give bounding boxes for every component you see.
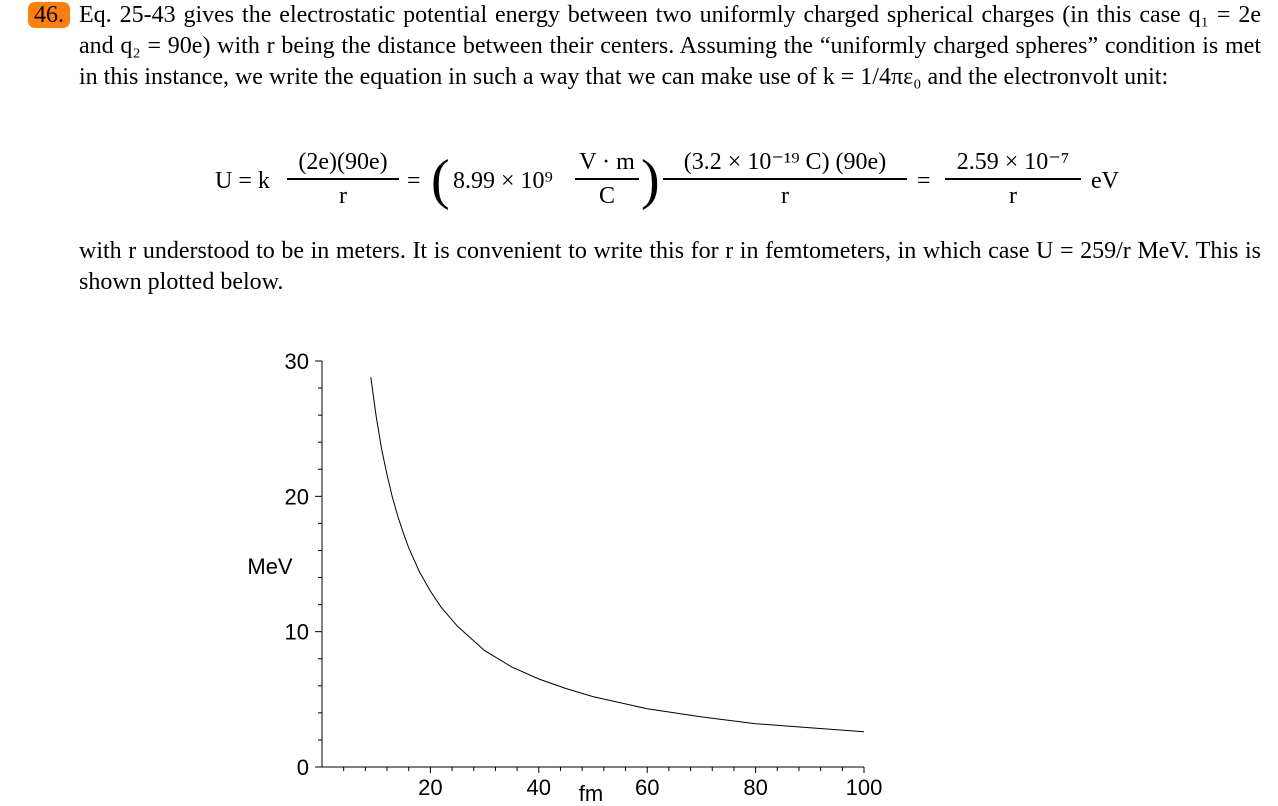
eq-fraction-4-den: r: [1009, 183, 1017, 209]
y-tick-label: 20: [285, 484, 309, 509]
problem-number-badge: 46.: [28, 2, 70, 28]
plot-labels: 0 10 20 30 20 40 60 80 100 fm MeV: [247, 349, 882, 806]
x-tick-label: 40: [527, 775, 551, 800]
x-tick-label: 60: [635, 775, 659, 800]
eq-fraction-4: 2.59 × 10⁻⁷ r: [945, 148, 1081, 210]
eq-equals-2: =: [917, 168, 931, 194]
eq-fraction-3: (3.2 × 10⁻¹⁹ C) (90e) r: [663, 148, 907, 210]
plot-axes: [321, 361, 864, 768]
x-tick-label: 100: [846, 775, 883, 800]
eq-fraction-2-num: V · m: [579, 149, 635, 175]
intro-paragraph: Eq. 25-43 gives the electrostatic potent…: [79, 2, 1261, 90]
eq-fraction-1-den: r: [339, 183, 347, 209]
eq-equals-1: =: [407, 168, 421, 194]
eq-fraction-2-den: C: [598, 183, 615, 209]
energy-curve: [370, 377, 865, 733]
eq-open-paren: (: [431, 149, 450, 211]
y-axis-label: MeV: [247, 554, 293, 579]
eq-fraction-2: V · m C: [575, 148, 639, 210]
plot-ticks: [315, 360, 865, 773]
x-tick-label: 80: [743, 775, 767, 800]
explanation-paragraph: with r understood to be in meters. It is…: [79, 238, 1261, 295]
x-axis-label: fm: [579, 781, 603, 806]
x-tick-label: 20: [418, 775, 442, 800]
eq-fraction-4-num: 2.59 × 10⁻⁷: [956, 149, 1070, 175]
eq-fraction-1: (2e)(90e) r: [287, 148, 399, 210]
eq-lhs: U = k: [215, 168, 270, 194]
y-tick-label: 0: [297, 755, 309, 780]
eq-close-paren: ): [641, 149, 660, 211]
eq-fraction-3-den: r: [781, 183, 789, 209]
y-tick-label: 10: [285, 620, 309, 645]
eq-constant: 8.99 × 10⁹: [453, 168, 553, 194]
y-tick-label: 30: [285, 349, 309, 374]
eq-fraction-3-num: (3.2 × 10⁻¹⁹ C) (90e): [683, 149, 887, 175]
eq-unit: eV: [1091, 168, 1119, 194]
eq-fraction-1-num: (2e)(90e): [298, 149, 388, 175]
